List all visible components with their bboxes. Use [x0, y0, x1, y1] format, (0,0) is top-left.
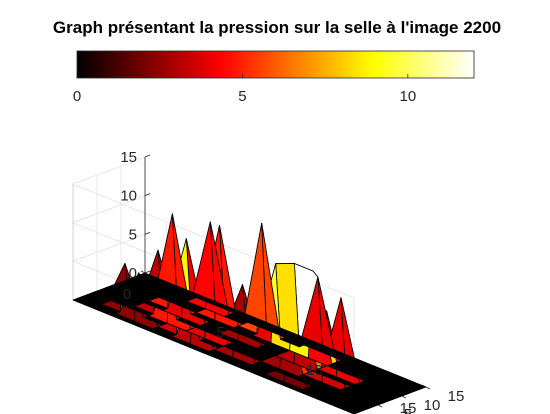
- x-tick: [421, 384, 427, 388]
- z-tick-label: 15: [120, 149, 137, 166]
- axes-ticks: 051015051015051015: [120, 149, 464, 414]
- z-tick: [144, 270, 151, 274]
- y-tick-label: 5: [404, 406, 412, 414]
- y-tick-label: 15: [448, 388, 465, 405]
- colorbar-tick-label: 10: [399, 88, 416, 105]
- colorbar-tick-label: 5: [238, 88, 246, 105]
- surface-plot: [72, 213, 427, 414]
- z-tick: [144, 231, 151, 235]
- y-tick: [425, 386, 431, 390]
- z-tick: [144, 193, 151, 197]
- z-tick-label: 0: [129, 265, 137, 282]
- surface-face: [139, 272, 165, 283]
- chart-title: Graph présentant la pression sur la sell…: [53, 18, 501, 37]
- colorbar-ticks: 0 5 10: [73, 74, 416, 105]
- y-tick: [401, 395, 407, 399]
- x-tick-label: 0: [123, 286, 131, 303]
- z-tick: [144, 154, 151, 158]
- x-tick: [140, 270, 146, 274]
- x-tick-label: 10: [306, 362, 323, 379]
- z-tick-label: 10: [120, 188, 137, 205]
- x-tick-label: 5: [216, 324, 224, 341]
- x-tick: [328, 346, 333, 350]
- y-tick-label: 10: [424, 397, 441, 414]
- x-tick: [234, 308, 239, 312]
- colorbar: [76, 50, 475, 79]
- z-tick-label: 5: [129, 226, 137, 243]
- x-tick-label: 15: [400, 400, 417, 414]
- colorbar-tick-label: 0: [73, 88, 81, 105]
- y-tick: [377, 404, 383, 408]
